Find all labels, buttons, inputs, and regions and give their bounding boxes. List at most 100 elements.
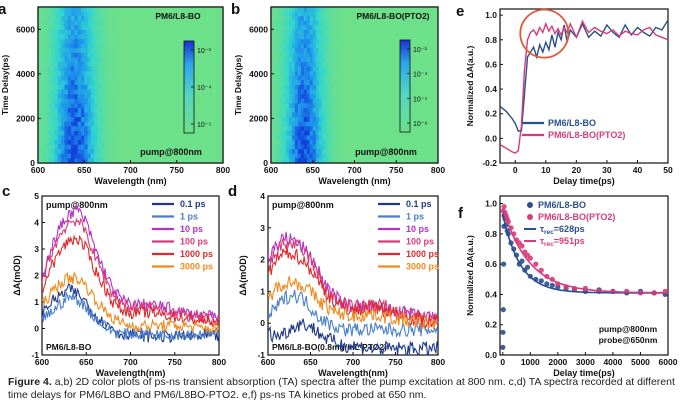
heatmap-cell bbox=[100, 112, 105, 118]
heatmap-cell bbox=[330, 103, 335, 109]
heatmap-cell bbox=[414, 103, 418, 109]
heatmap-cell bbox=[90, 149, 95, 155]
heatmap-cell bbox=[285, 94, 290, 100]
heatmap-cell bbox=[291, 62, 296, 68]
heatmap-cell bbox=[213, 112, 217, 118]
heatmap-cell bbox=[285, 85, 290, 90]
x-tick-label: 30 bbox=[602, 165, 612, 175]
heatmap-cell bbox=[67, 29, 72, 35]
heatmap-cell bbox=[67, 117, 72, 123]
heatmap-cell bbox=[294, 112, 299, 118]
heatmap-cell bbox=[113, 117, 118, 123]
heatmap-cell bbox=[432, 158, 436, 164]
heatmap-cell bbox=[285, 43, 290, 49]
heatmap-cell bbox=[354, 25, 358, 31]
heatmap-cell bbox=[90, 103, 95, 109]
heatmap-cell bbox=[160, 117, 164, 123]
heatmap-cell bbox=[38, 52, 42, 58]
heatmap-cell bbox=[417, 103, 421, 109]
heatmap-cell bbox=[133, 103, 138, 109]
heatmap-cell bbox=[360, 20, 364, 26]
heatmap-cell bbox=[330, 43, 335, 49]
heatmap-cell bbox=[423, 112, 427, 118]
heatmap-cell bbox=[113, 107, 118, 113]
heatmap-cell bbox=[396, 135, 400, 141]
heatmap-cell bbox=[402, 144, 406, 150]
heatmap-cell bbox=[363, 75, 367, 81]
heatmap-cell bbox=[219, 71, 224, 77]
heatmap-cell bbox=[384, 112, 388, 118]
heatmap-cell bbox=[372, 7, 376, 12]
heatmap-cell bbox=[219, 107, 224, 113]
heatmap-cell bbox=[411, 135, 415, 141]
heatmap-cell bbox=[294, 98, 299, 104]
heatmap-cell bbox=[351, 149, 355, 155]
heatmap-cell bbox=[271, 80, 275, 86]
heatmap-cell bbox=[117, 71, 121, 77]
heatmap-cell bbox=[153, 103, 158, 109]
heatmap-cell bbox=[206, 66, 211, 72]
heatmap-cell bbox=[213, 71, 217, 77]
heatmap-cell bbox=[432, 94, 436, 100]
heatmap-cell bbox=[156, 29, 161, 35]
heatmap-cell bbox=[84, 140, 88, 146]
heatmap-cell bbox=[312, 48, 317, 54]
heatmap-cell bbox=[107, 66, 112, 72]
heatmap-cell bbox=[216, 62, 221, 68]
heatmap-cell bbox=[411, 107, 415, 113]
heatmap-cell bbox=[345, 135, 349, 141]
heatmap-cell bbox=[193, 94, 197, 100]
heatmap-cell bbox=[84, 71, 88, 77]
heatmap-cell bbox=[61, 89, 65, 95]
heatmap-cell bbox=[140, 98, 145, 104]
heatmap-cell bbox=[327, 16, 332, 22]
heatmap-cell bbox=[411, 52, 415, 58]
heatmap-cell bbox=[285, 52, 290, 58]
heatmap-cell bbox=[336, 43, 340, 49]
heatmap-cell bbox=[80, 130, 85, 136]
heatmap-cell bbox=[47, 25, 52, 31]
heatmap-cell bbox=[203, 135, 207, 141]
heatmap-cell bbox=[57, 29, 62, 35]
heatmap-cell bbox=[100, 158, 105, 164]
heatmap-cell bbox=[360, 52, 364, 58]
heatmap-cell bbox=[393, 11, 397, 17]
heatmap-cell bbox=[285, 89, 290, 95]
heatmap-cell bbox=[150, 11, 155, 17]
heatmap-cell bbox=[315, 126, 320, 132]
heatmap-cell bbox=[170, 121, 174, 127]
heatmap-cell bbox=[133, 7, 138, 12]
heatmap-cell bbox=[90, 85, 95, 90]
heatmap-cell bbox=[435, 89, 439, 95]
heatmap-cell bbox=[333, 43, 338, 49]
heatmap-cell bbox=[345, 20, 349, 26]
heatmap-cell bbox=[130, 80, 135, 86]
heatmap-cell bbox=[420, 80, 424, 86]
heatmap-cell bbox=[435, 117, 439, 123]
heatmap-cell bbox=[312, 158, 317, 164]
heatmap-cell bbox=[381, 107, 385, 113]
heatmap-cell bbox=[396, 144, 400, 150]
heatmap-cell bbox=[318, 85, 323, 90]
heatmap-cell bbox=[147, 112, 151, 118]
heatmap-cell bbox=[360, 98, 364, 104]
heatmap-cell bbox=[369, 140, 373, 146]
heatmap-cell bbox=[38, 121, 42, 127]
heatmap-cell bbox=[90, 144, 95, 150]
heatmap-cell bbox=[156, 144, 161, 150]
heatmap-cell bbox=[41, 29, 45, 35]
colorbar-tick-label: 10⁻⁵ bbox=[413, 96, 427, 103]
heatmap-cell bbox=[84, 98, 88, 104]
heatmap-cell bbox=[279, 11, 284, 17]
heatmap-cell bbox=[384, 130, 388, 136]
heatmap-cell bbox=[130, 29, 135, 35]
y-axis-label: Time Delay(ps) bbox=[233, 55, 243, 115]
heatmap-cell bbox=[300, 103, 305, 109]
heatmap-cell bbox=[90, 130, 95, 136]
heatmap-cell bbox=[166, 98, 171, 104]
heatmap-cell bbox=[321, 80, 326, 86]
heatmap-cell bbox=[420, 112, 424, 118]
heatmap-cell bbox=[67, 48, 72, 54]
heatmap-cell bbox=[318, 52, 323, 58]
heatmap-cell bbox=[381, 144, 385, 150]
